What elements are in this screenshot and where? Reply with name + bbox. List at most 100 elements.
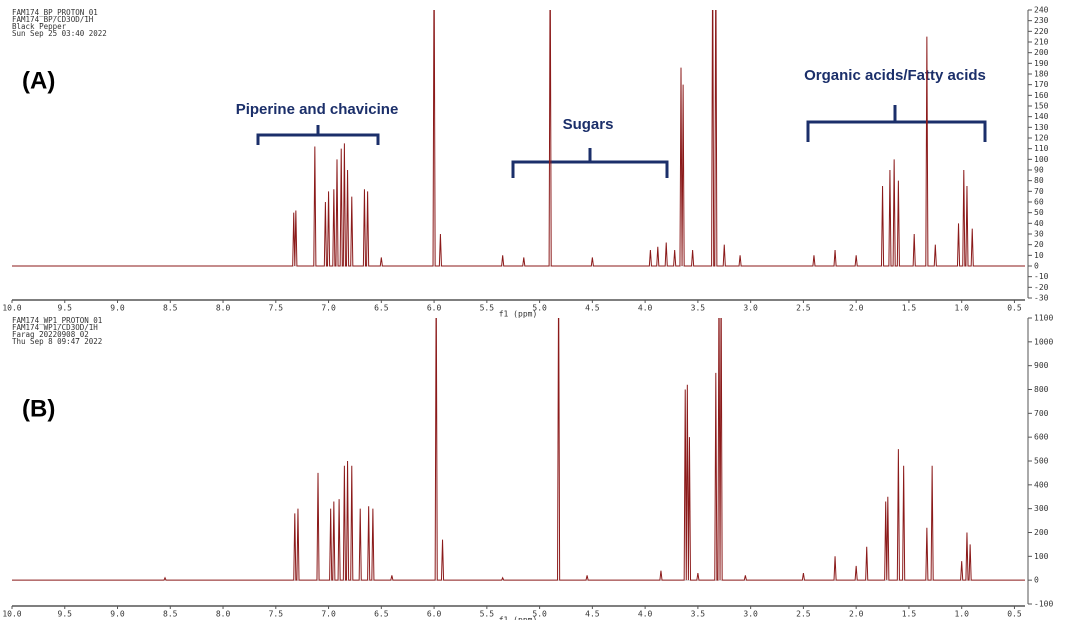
annotation: Piperine and chavicine xyxy=(236,101,399,118)
y-tick-label: 230 xyxy=(1034,16,1049,25)
header-line: FAM174_BP/CD3OD/1H xyxy=(12,15,94,24)
annotation: Sugars xyxy=(563,116,614,133)
x-tick-label: 6.0 xyxy=(427,304,442,313)
y-tick-label: 70 xyxy=(1034,187,1044,196)
header-line: FAM174_WP1/CD3OD/1H xyxy=(12,323,98,332)
x-tick-label: 9.5 xyxy=(58,304,73,313)
x-tick-label: 8.5 xyxy=(163,610,178,619)
y-tick-label: 0 xyxy=(1034,576,1039,585)
panel-label: (A) xyxy=(22,67,55,94)
y-tick-label: 100 xyxy=(1034,552,1049,561)
y-tick-label: 150 xyxy=(1034,102,1049,111)
x-tick-label: 8.5 xyxy=(163,304,178,313)
y-tick-label: 50 xyxy=(1034,208,1044,217)
x-tick-label: 1.0 xyxy=(954,304,969,313)
annotation: Organic acids/Fatty acids xyxy=(804,67,986,84)
x-tick-label: 10.0 xyxy=(2,304,21,313)
x-tick-label: 1.5 xyxy=(902,304,917,313)
x-tick-label: 8.0 xyxy=(216,610,231,619)
x-tick-label: 0.5 xyxy=(1007,304,1022,313)
header-line: FAM174_BP_PROTON_01 xyxy=(12,8,98,17)
x-tick-label: 1.0 xyxy=(954,610,969,619)
header-line: Farag 20220908_02 xyxy=(12,330,89,339)
x-tick-label: 3.5 xyxy=(691,610,706,619)
y-tick-label: 200 xyxy=(1034,528,1049,537)
x-tick-label: 2.0 xyxy=(849,610,864,619)
y-tick-label: 210 xyxy=(1034,38,1049,47)
y-tick-label: 170 xyxy=(1034,80,1049,89)
header-line: Black Pepper xyxy=(12,22,67,31)
x-tick-label: 6.0 xyxy=(427,610,442,619)
x-tick-label: 4.5 xyxy=(585,610,600,619)
x-tick-label: 5.0 xyxy=(532,610,547,619)
braces xyxy=(256,105,987,178)
x-tick-label: 5.5 xyxy=(480,304,495,313)
x-tick-label: 2.5 xyxy=(796,304,811,313)
y-tick-label: 120 xyxy=(1034,134,1049,143)
x-tick-label: 4.0 xyxy=(638,610,653,619)
brace xyxy=(806,105,987,142)
x-tick-label: 9.0 xyxy=(110,304,125,313)
x-tick-label: 3.0 xyxy=(743,610,758,619)
y-tick-label: 10 xyxy=(1034,251,1044,260)
x-tick-label: 10.0 xyxy=(2,610,21,619)
x-tick-label: 2.5 xyxy=(796,610,811,619)
panel-label: (B) xyxy=(22,395,55,422)
x-tick-label: 5.5 xyxy=(480,610,495,619)
brace xyxy=(256,125,380,145)
y-tick-label: -20 xyxy=(1034,283,1049,292)
x-tick-label: 1.5 xyxy=(902,610,917,619)
header-line: FAM174_WP1_PROTON_01 xyxy=(12,316,102,325)
header-line: Thu Sep 8 09:47 2022 xyxy=(12,337,102,346)
x-tick-label: 0.5 xyxy=(1007,610,1022,619)
brace xyxy=(511,148,669,178)
y-tick-label: 500 xyxy=(1034,457,1049,466)
y-tick-label: 110 xyxy=(1034,144,1049,153)
y-tick-label: 190 xyxy=(1034,59,1049,68)
y-tick-label: 700 xyxy=(1034,409,1049,418)
x-axis-label: f1 (ppm) xyxy=(499,616,538,620)
y-tick-label: 90 xyxy=(1034,166,1044,175)
y-tick-label: 300 xyxy=(1034,504,1049,513)
y-tick-label: 600 xyxy=(1034,433,1049,442)
y-tick-label: 80 xyxy=(1034,176,1044,185)
y-tick-label: 160 xyxy=(1034,91,1049,100)
x-tick-label: 9.0 xyxy=(110,610,125,619)
x-axis-label: f1 (ppm) xyxy=(499,310,538,319)
x-tick-label: 7.0 xyxy=(321,304,336,313)
x-tick-label: 3.0 xyxy=(743,304,758,313)
y-tick-label: 140 xyxy=(1034,112,1049,121)
y-tick-label: 30 xyxy=(1034,230,1044,239)
y-tick-label: 60 xyxy=(1034,198,1044,207)
x-tick-label: 6.5 xyxy=(374,304,389,313)
header-line: Sun Sep 25 03:40 2022 xyxy=(12,29,107,38)
x-tick-label: 7.5 xyxy=(269,610,284,619)
x-tick-label: 2.0 xyxy=(849,304,864,313)
y-tick-label: -100 xyxy=(1034,600,1053,609)
x-tick-label: 4.5 xyxy=(585,304,600,313)
y-tick-label: -30 xyxy=(1034,294,1049,303)
x-tick-label: 8.0 xyxy=(216,304,231,313)
y-tick-label: 20 xyxy=(1034,240,1044,249)
x-tick-label: 4.0 xyxy=(638,304,653,313)
y-tick-label: 1000 xyxy=(1034,337,1053,346)
y-tick-label: 220 xyxy=(1034,27,1049,36)
x-tick-label: 6.5 xyxy=(374,610,389,619)
x-tick-label: 3.5 xyxy=(691,304,706,313)
y-tick-label: 200 xyxy=(1034,48,1049,57)
x-tick-label: 7.5 xyxy=(269,304,284,313)
y-tick-label: 240 xyxy=(1034,6,1049,15)
x-tick-label: 7.0 xyxy=(321,610,336,619)
y-tick-label: 40 xyxy=(1034,219,1044,228)
x-tick-label: 5.0 xyxy=(532,304,547,313)
y-tick-label: 0 xyxy=(1034,262,1039,271)
y-tick-label: 900 xyxy=(1034,361,1049,370)
y-tick-label: 130 xyxy=(1034,123,1049,132)
y-tick-label: -10 xyxy=(1034,272,1049,281)
y-tick-label: 1100 xyxy=(1034,314,1053,323)
spectrum-line xyxy=(12,318,1025,581)
y-tick-label: 100 xyxy=(1034,155,1049,164)
spectrum-line xyxy=(12,10,1025,267)
x-tick-label: 9.5 xyxy=(58,610,73,619)
